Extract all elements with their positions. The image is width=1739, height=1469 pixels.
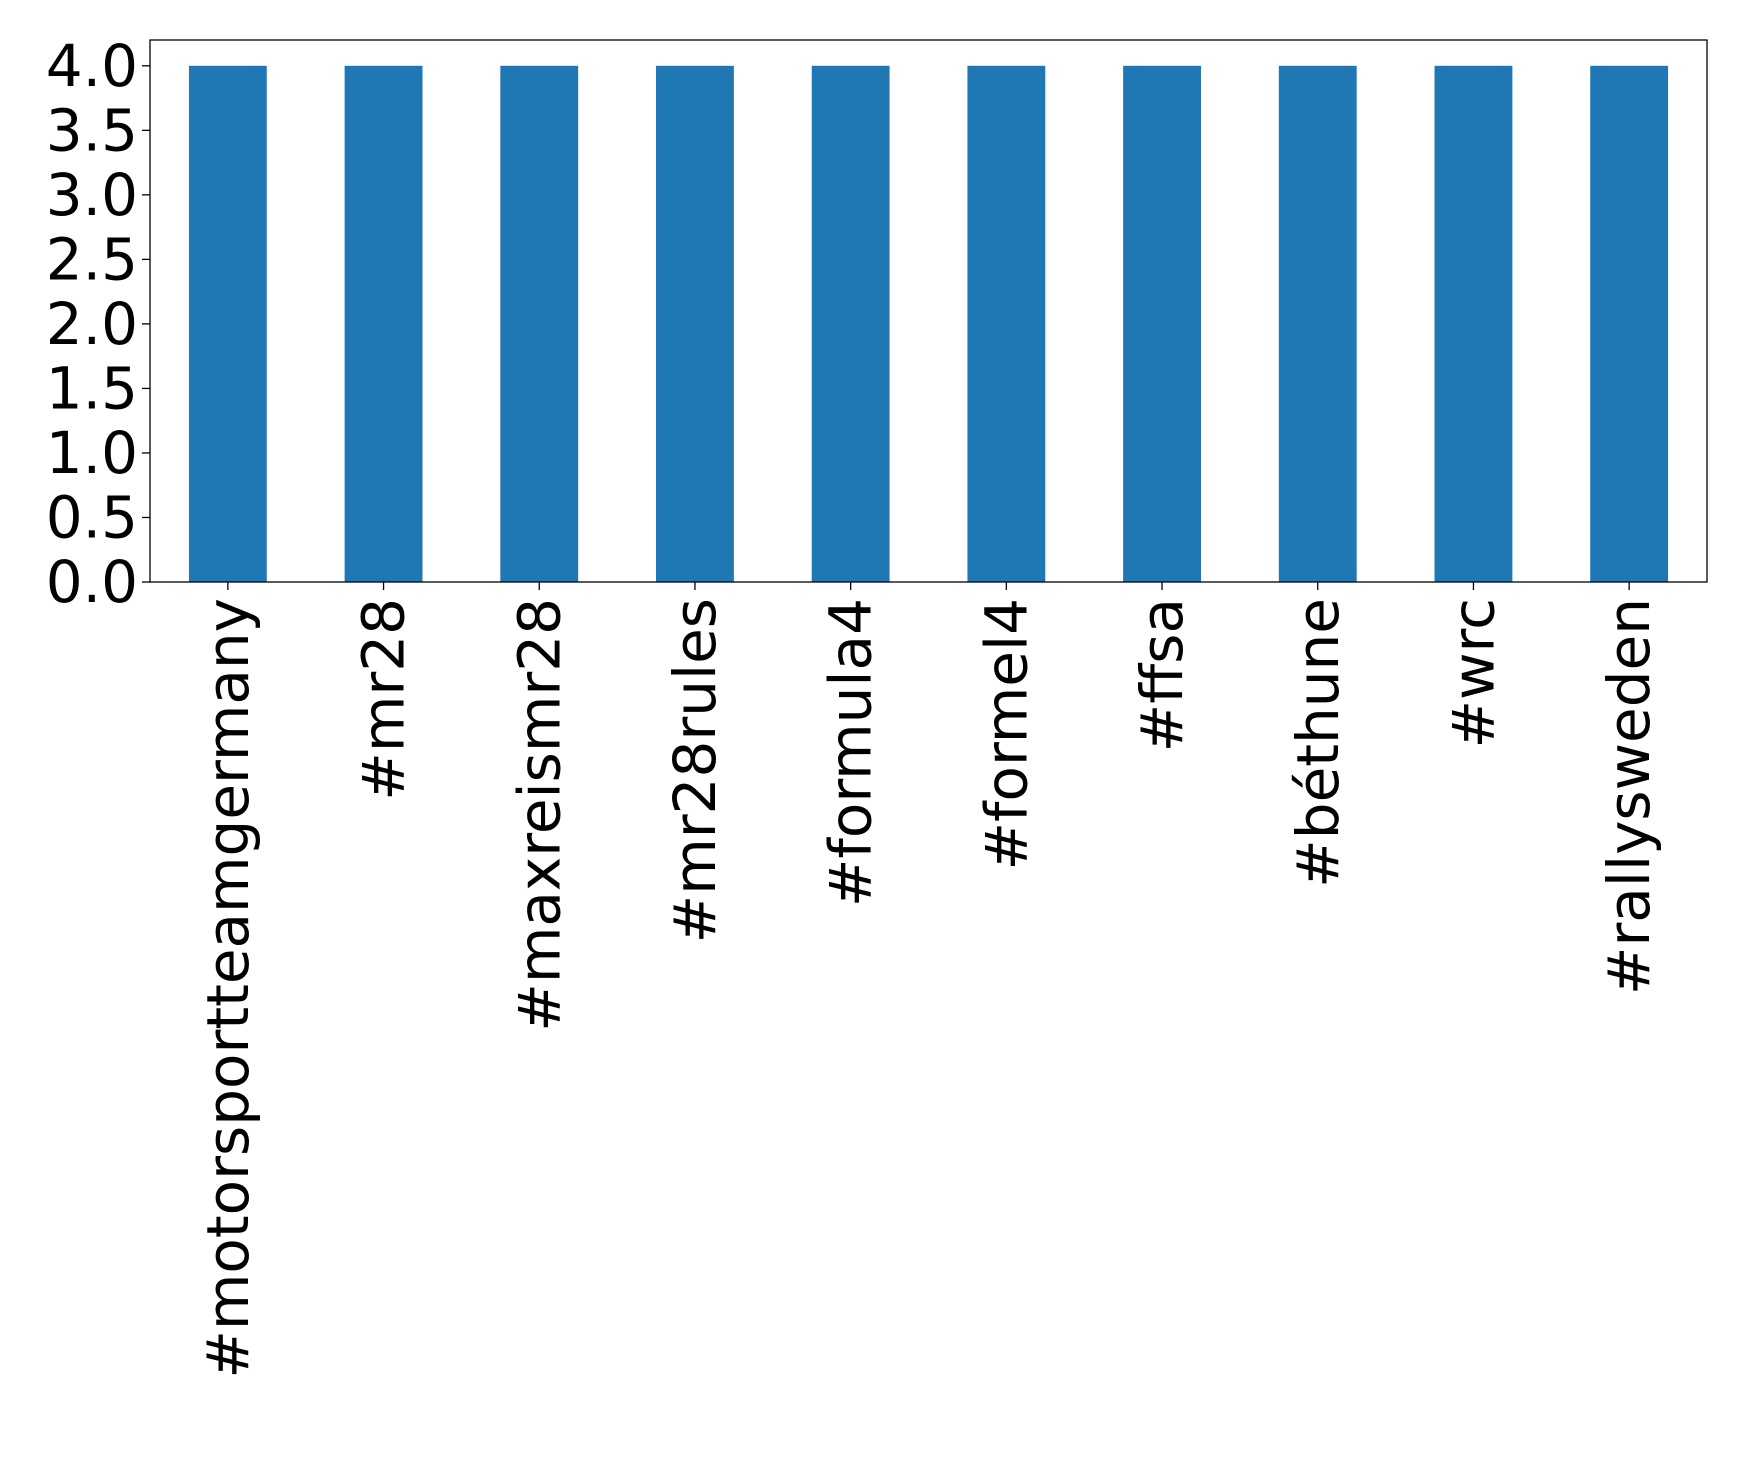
x-tick-label: #ffsa [1128,598,1196,752]
bar-9 [1434,65,1513,583]
x-tick-label: #formel4 [972,598,1040,871]
y-tick-label: 2.5 [46,225,138,293]
bar-6 [967,65,1046,583]
x-tick-label: #formula4 [817,598,885,907]
x-tick-label: #motorsportteamgermany [194,598,262,1379]
y-tick-label: 2.0 [46,290,138,358]
x-tick-label: #mr28 [350,598,418,801]
axes-layer [149,39,1708,583]
y-tick-label: 0.0 [46,548,138,616]
x-tick-label: #béthune [1284,598,1352,888]
bar-3 [500,65,579,583]
bar-2 [344,65,423,583]
x-tick-label: #rallysweden [1595,598,1663,995]
x-axis: #motorsportteamgermany #mr28 #maxreismr28 #… [194,582,1663,1379]
bar-5 [811,65,890,583]
bar-1 [188,65,267,583]
bar-4 [656,65,734,583]
y-tick-label: 3.5 [46,96,138,164]
y-tick-label: 4.0 [46,32,138,100]
x-tick-label: #wrc [1439,598,1507,749]
bar-8 [1278,65,1357,583]
x-tick-label: #maxreismr28 [505,598,573,1032]
bars-layer [188,65,1669,583]
bar-10 [1590,65,1669,583]
y-tick-label: 1.5 [46,354,138,422]
y-tick-label: 0.5 [46,483,138,551]
y-tick-label: 3.0 [46,161,138,229]
bar-7 [1123,65,1201,583]
x-tick-label: #mr28rules [661,598,729,943]
plot-frame [149,39,1708,583]
y-tick-label: 1.0 [46,419,138,487]
y-axis: 0.00.51.01.52.02.53.03.54.0 [46,32,150,616]
